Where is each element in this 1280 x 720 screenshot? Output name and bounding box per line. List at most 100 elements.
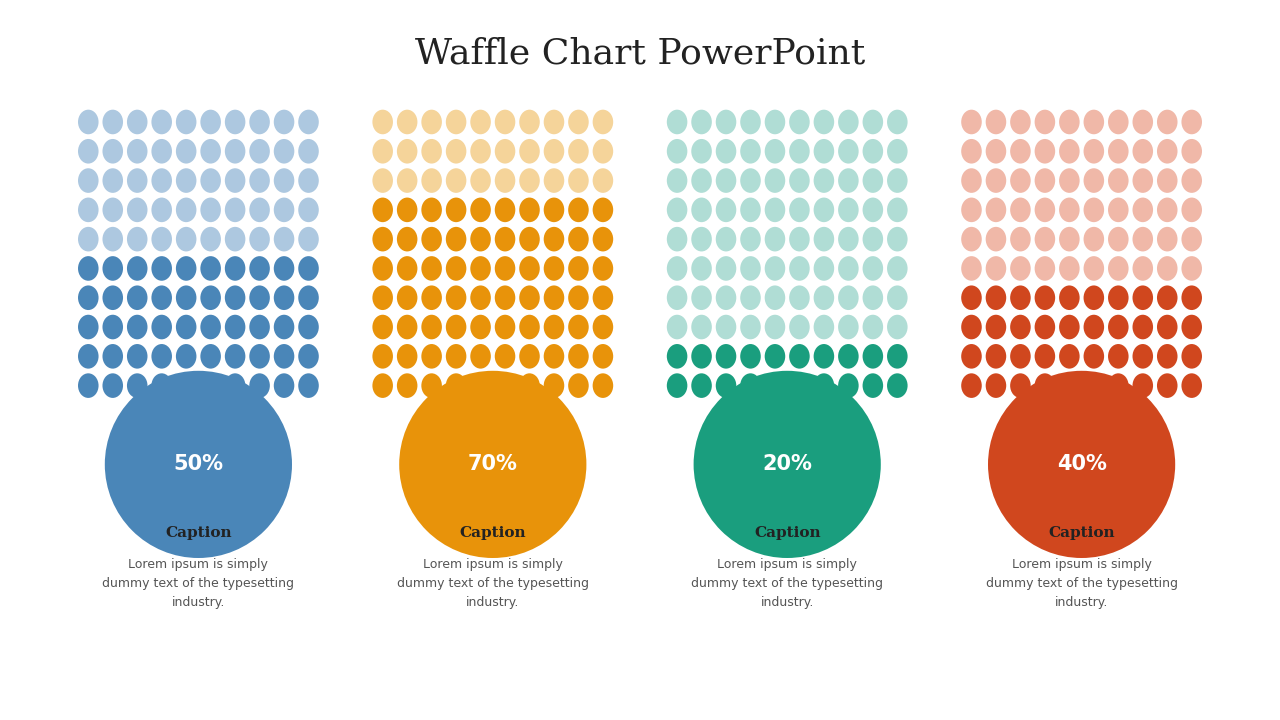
Circle shape	[127, 373, 147, 398]
Circle shape	[863, 256, 883, 281]
Circle shape	[1034, 315, 1055, 339]
Circle shape	[544, 168, 564, 193]
Circle shape	[1034, 139, 1055, 163]
Circle shape	[1108, 256, 1129, 281]
Circle shape	[274, 285, 294, 310]
Circle shape	[1108, 109, 1129, 134]
Circle shape	[887, 285, 908, 310]
Circle shape	[544, 256, 564, 281]
Circle shape	[421, 315, 442, 339]
Circle shape	[716, 109, 736, 134]
Circle shape	[838, 109, 859, 134]
Circle shape	[988, 371, 1175, 558]
Circle shape	[986, 168, 1006, 193]
Circle shape	[961, 109, 982, 134]
Circle shape	[764, 344, 785, 369]
Circle shape	[740, 256, 760, 281]
Circle shape	[445, 227, 466, 251]
Circle shape	[151, 344, 172, 369]
Circle shape	[470, 373, 490, 398]
Circle shape	[1084, 344, 1105, 369]
Circle shape	[175, 256, 196, 281]
Circle shape	[127, 168, 147, 193]
Circle shape	[1084, 139, 1105, 163]
Circle shape	[1181, 197, 1202, 222]
Circle shape	[372, 344, 393, 369]
Circle shape	[764, 109, 785, 134]
Text: 20%: 20%	[763, 454, 812, 474]
Circle shape	[298, 256, 319, 281]
Circle shape	[790, 344, 810, 369]
Circle shape	[397, 256, 417, 281]
Circle shape	[593, 373, 613, 398]
Circle shape	[151, 285, 172, 310]
Circle shape	[1108, 168, 1129, 193]
Circle shape	[667, 139, 687, 163]
Circle shape	[593, 285, 613, 310]
Circle shape	[691, 256, 712, 281]
Circle shape	[667, 109, 687, 134]
Circle shape	[961, 197, 982, 222]
Circle shape	[814, 285, 835, 310]
Circle shape	[102, 373, 123, 398]
Circle shape	[201, 139, 221, 163]
Circle shape	[814, 197, 835, 222]
Circle shape	[1084, 197, 1105, 222]
Circle shape	[1133, 285, 1153, 310]
Circle shape	[397, 168, 417, 193]
Text: 50%: 50%	[173, 454, 224, 474]
Circle shape	[520, 227, 540, 251]
Circle shape	[201, 285, 221, 310]
Circle shape	[593, 109, 613, 134]
Circle shape	[568, 285, 589, 310]
Text: 40%: 40%	[1057, 454, 1106, 474]
Circle shape	[1108, 139, 1129, 163]
Text: Caption: Caption	[460, 526, 526, 539]
Circle shape	[961, 256, 982, 281]
Circle shape	[1059, 285, 1079, 310]
Circle shape	[691, 109, 712, 134]
Text: Lorem ipsum is simply
dummy text of the typesetting
industry.: Lorem ipsum is simply dummy text of the …	[691, 558, 883, 609]
Circle shape	[274, 139, 294, 163]
Circle shape	[961, 344, 982, 369]
Circle shape	[544, 197, 564, 222]
Circle shape	[691, 344, 712, 369]
Circle shape	[250, 168, 270, 193]
Circle shape	[151, 227, 172, 251]
Circle shape	[127, 344, 147, 369]
Circle shape	[544, 315, 564, 339]
Circle shape	[274, 197, 294, 222]
Circle shape	[1010, 344, 1030, 369]
Circle shape	[838, 344, 859, 369]
Circle shape	[1133, 256, 1153, 281]
Circle shape	[298, 285, 319, 310]
Circle shape	[520, 197, 540, 222]
Circle shape	[1157, 227, 1178, 251]
Circle shape	[986, 227, 1006, 251]
Circle shape	[887, 344, 908, 369]
Circle shape	[1059, 344, 1079, 369]
Circle shape	[372, 168, 393, 193]
Circle shape	[1181, 373, 1202, 398]
Circle shape	[1010, 315, 1030, 339]
Circle shape	[445, 168, 466, 193]
Circle shape	[716, 168, 736, 193]
Circle shape	[102, 227, 123, 251]
Circle shape	[568, 344, 589, 369]
Circle shape	[175, 285, 196, 310]
Circle shape	[1059, 168, 1079, 193]
Circle shape	[470, 227, 490, 251]
Circle shape	[814, 227, 835, 251]
Circle shape	[667, 256, 687, 281]
Circle shape	[175, 168, 196, 193]
Circle shape	[225, 139, 246, 163]
Circle shape	[961, 168, 982, 193]
Circle shape	[568, 109, 589, 134]
Circle shape	[790, 139, 810, 163]
Circle shape	[298, 344, 319, 369]
Circle shape	[740, 344, 760, 369]
Circle shape	[274, 315, 294, 339]
Text: Caption: Caption	[1048, 526, 1115, 539]
Circle shape	[445, 344, 466, 369]
Circle shape	[1133, 109, 1153, 134]
